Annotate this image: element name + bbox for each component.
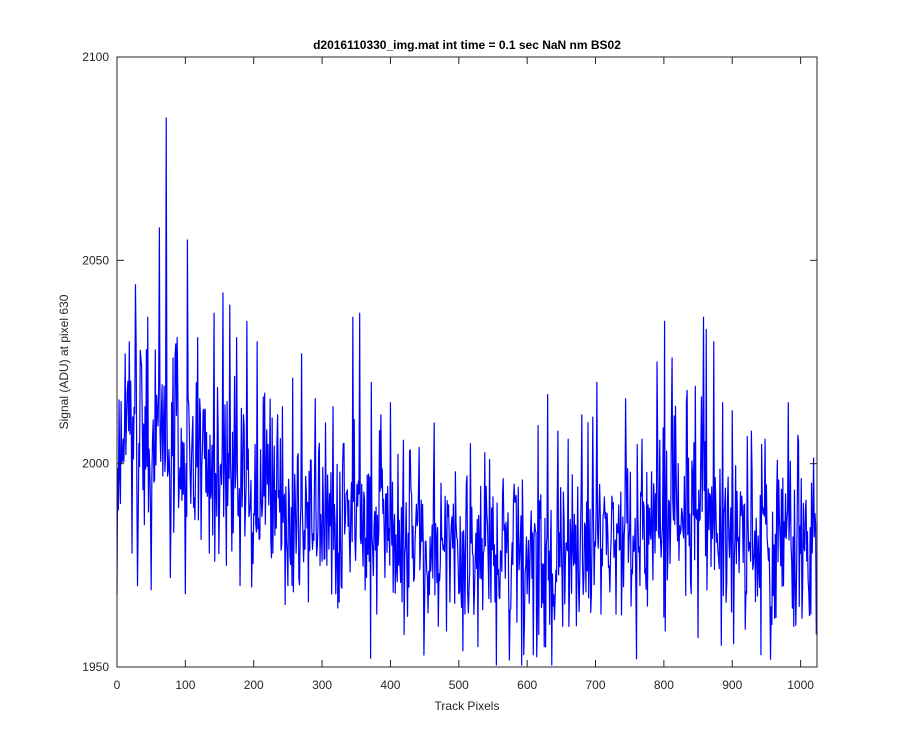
- y-tick-label: 2000: [82, 457, 109, 471]
- x-tick-label: 600: [517, 678, 537, 692]
- x-axis-label: Track Pixels: [435, 699, 500, 713]
- y-tick-label: 1950: [82, 660, 109, 674]
- y-axis-label: Signal (ADU) at pixel 630: [57, 294, 71, 429]
- axes-layer: [116, 56, 818, 668]
- x-tick-label: 500: [449, 678, 469, 692]
- x-tick-label: 100: [175, 678, 195, 692]
- x-tick-label: 800: [654, 678, 674, 692]
- series-layer: [116, 117, 817, 666]
- axes-box: [116, 56, 818, 668]
- x-tick-label: 400: [380, 678, 400, 692]
- y-tick-label: 2100: [82, 50, 109, 64]
- x-tick-label: 0: [114, 678, 121, 692]
- series-line-signal: [116, 117, 817, 666]
- x-tick-label: 300: [312, 678, 332, 692]
- y-tick-label: 2050: [82, 253, 109, 267]
- tick-layer: 0 100 200 300 400 500 600 700 800 900 1000 1950 2000…: [82, 50, 817, 692]
- x-tick-label: 200: [244, 678, 264, 692]
- x-tick-label: 1000: [787, 678, 814, 692]
- x-tick-label: 700: [586, 678, 606, 692]
- chart-title: d2016110330_img.mat int time = 0.1 sec N…: [313, 38, 621, 52]
- x-tick-label: 900: [722, 678, 742, 692]
